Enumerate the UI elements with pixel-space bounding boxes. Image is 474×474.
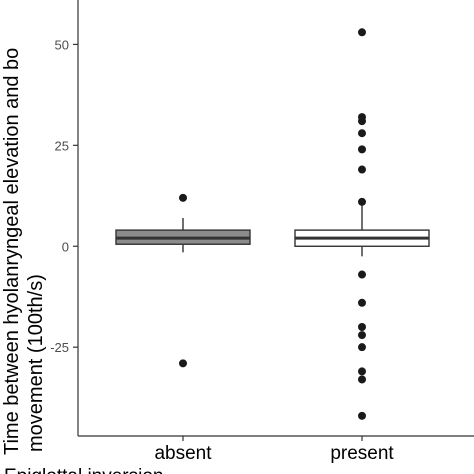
x-axis-categories: absent present — [154, 436, 394, 464]
x-tick-label: present — [330, 443, 394, 464]
y-tick-label: 0 — [62, 239, 69, 254]
boxes-layer — [115, 28, 430, 420]
y-axis-title-line1: Time between hyolanryngeal elevation and… — [1, 48, 23, 455]
outlier-point — [358, 28, 366, 37]
box-present — [294, 28, 430, 420]
x-tick-label: absent — [154, 443, 212, 464]
y-axis-title-line2: movement (100th/s) — [25, 274, 47, 452]
outlier-point — [358, 411, 366, 420]
y-tick-label: 50 — [55, 37, 69, 52]
outlier-point — [358, 197, 366, 206]
outlier-point — [358, 323, 366, 331]
outlier-point — [358, 145, 366, 154]
box-absent — [115, 193, 251, 368]
outlier-point — [358, 129, 366, 138]
outlier-point — [358, 298, 366, 307]
outlier-point — [358, 117, 366, 126]
outlier-point — [358, 367, 366, 376]
y-tick-label: -25 — [50, 340, 69, 355]
outlier-point — [179, 359, 187, 368]
x-axis-title: Epiglottal inversion — [4, 466, 163, 474]
y-tick-label: 25 — [55, 138, 69, 153]
outlier-point — [358, 343, 366, 352]
outlier-point — [358, 165, 366, 174]
outlier-point — [358, 375, 366, 384]
outlier-point — [358, 270, 366, 279]
y-axis-ticks: 50 25 0 -25 — [50, 37, 78, 355]
y-axis-title: Time between hyolanryngeal elevation and… — [1, 48, 47, 455]
outlier-point — [358, 331, 366, 340]
outlier-point — [179, 193, 187, 202]
